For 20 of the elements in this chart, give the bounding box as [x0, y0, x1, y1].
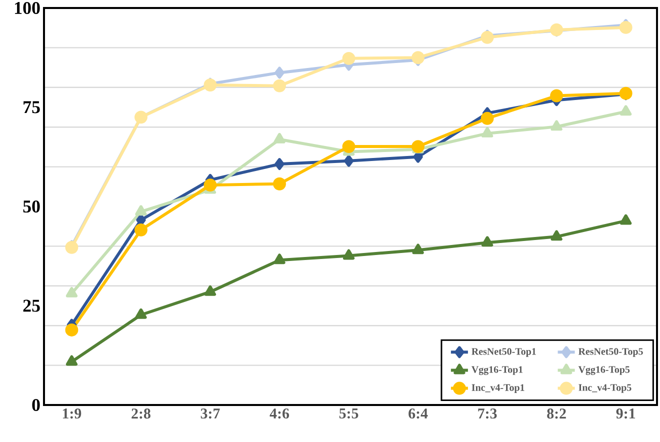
- x-tick-label: 9:1: [616, 408, 636, 419]
- x-tick-label: 3:7: [200, 408, 220, 419]
- y-tick-label: 25: [23, 300, 40, 312]
- x-tick-label: 4:6: [270, 408, 290, 419]
- x-tick-label: 5:5: [339, 408, 358, 419]
- legend-label: Vgg16-Top5: [578, 366, 630, 375]
- y-tick-label: 0: [32, 398, 40, 412]
- y-tick-label: 50: [23, 200, 40, 213]
- x-tick-label: 6:4: [408, 408, 428, 419]
- x-tick-label: 8:2: [547, 408, 566, 419]
- legend-label: ResNet50-Top5: [578, 348, 643, 357]
- x-tick-label: 7:3: [478, 408, 497, 419]
- x-tick-label: 2:8: [132, 408, 150, 419]
- legend-label: ResNet50-Top1: [472, 348, 536, 357]
- x-tick-label: 1:9: [62, 408, 82, 419]
- y-tick-label: 100: [15, 2, 40, 14]
- legend-label: Inc_v4-Top1: [472, 384, 524, 393]
- legend-label: Vgg16-Top1: [472, 366, 523, 375]
- legend-label: Inc_v4-Top5: [578, 384, 632, 393]
- y-tick-label: 75: [24, 101, 40, 114]
